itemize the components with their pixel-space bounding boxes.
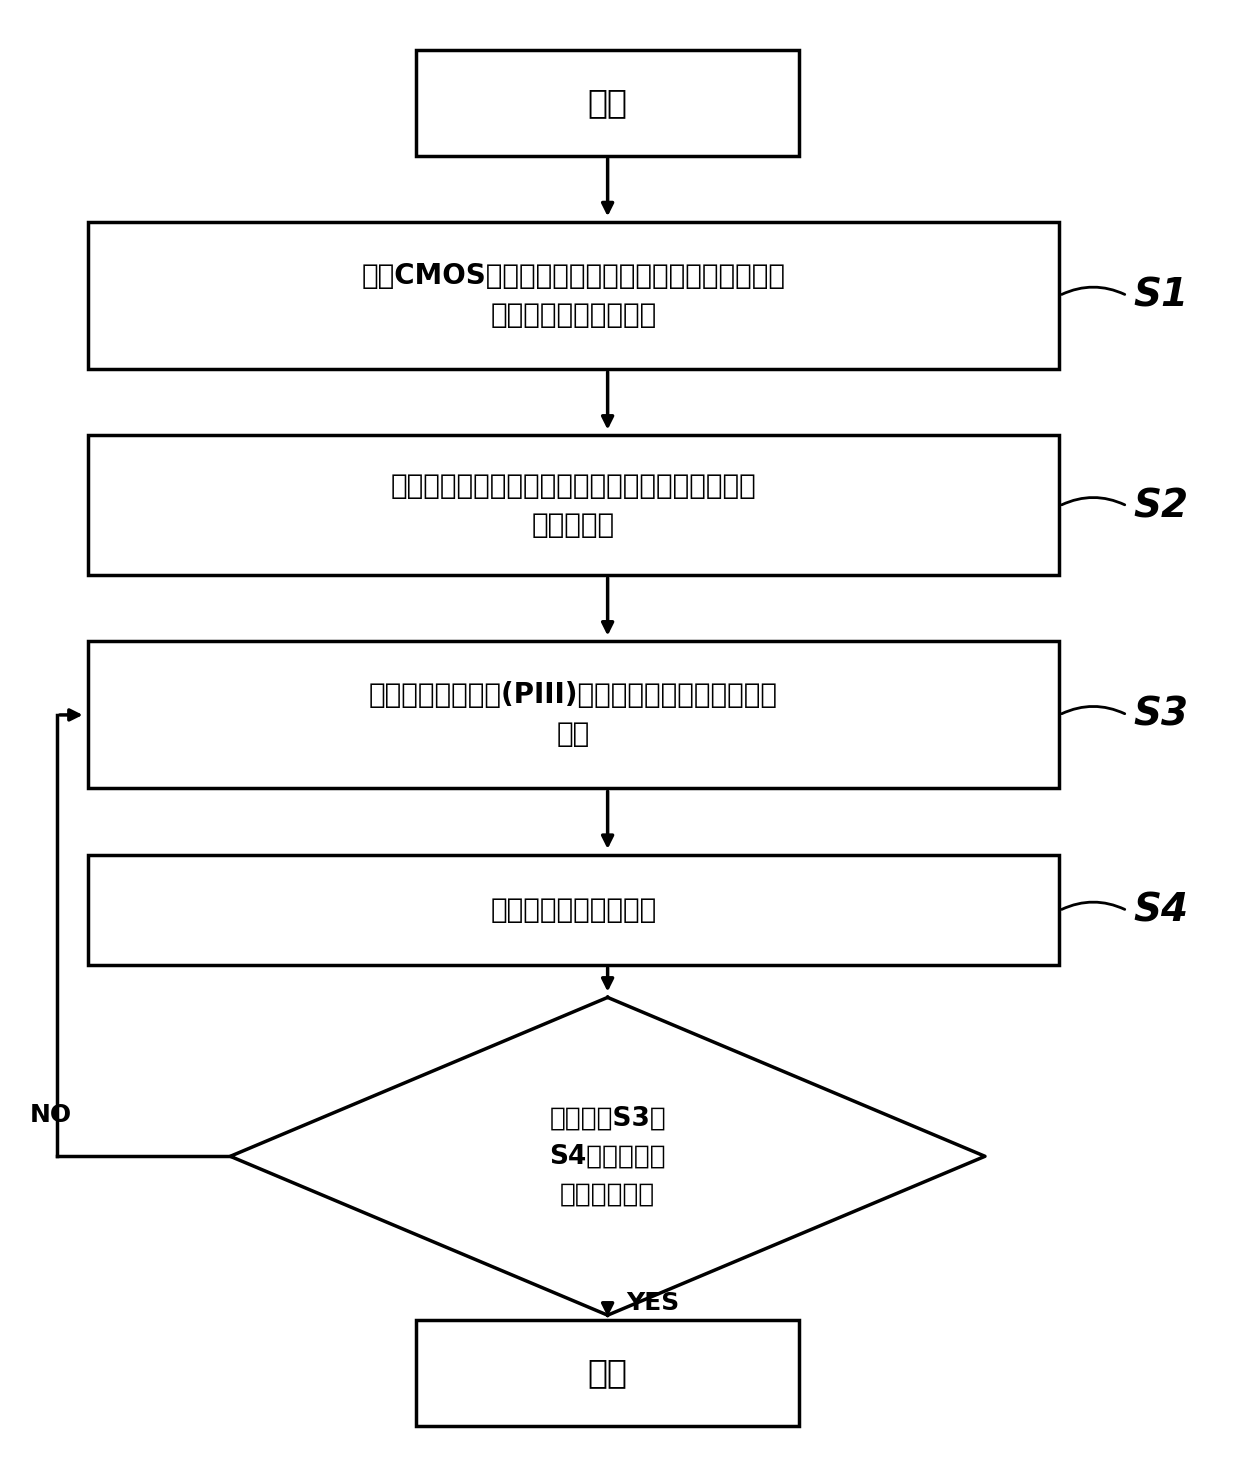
- Text: S1: S1: [1133, 277, 1188, 314]
- Text: 刻蚀去掉离子注入区域: 刻蚀去掉离子注入区域: [491, 896, 657, 924]
- Text: NO: NO: [30, 1103, 72, 1128]
- Text: 开始: 开始: [588, 87, 627, 119]
- Bar: [88, 641, 1059, 789]
- Bar: [415, 50, 800, 156]
- Text: 重复步骤S3和
S4直到底电极
被完全刻蚀掉: 重复步骤S3和 S4直到底电极 被完全刻蚀掉: [549, 1106, 666, 1207]
- Text: 提供CMOS基底，并在基底上沉积底电极，磁性隙道
结多层膜和硬掩模膜层: 提供CMOS基底，并在基底上沉积底电极，磁性隙道 结多层膜和硬掩模膜层: [362, 262, 786, 329]
- Text: 结束: 结束: [588, 1356, 627, 1389]
- Bar: [88, 223, 1059, 368]
- Text: S4: S4: [1133, 892, 1188, 930]
- Bar: [88, 435, 1059, 575]
- Text: 图形化定义磁性隙道结图案，并且转移图案到磁性
隙道结顶部: 图形化定义磁性隙道结图案，并且转移图案到磁性 隙道结顶部: [391, 472, 756, 539]
- Bar: [415, 1319, 800, 1425]
- Bar: [88, 855, 1059, 965]
- Text: YES: YES: [626, 1291, 680, 1315]
- Text: S2: S2: [1133, 486, 1188, 525]
- Text: 采用浸演离子注入(PIII)技术对磁性隙道结进行离子
注入: 采用浸演离子注入(PIII)技术对磁性隙道结进行离子 注入: [370, 681, 779, 749]
- Text: S3: S3: [1133, 696, 1188, 734]
